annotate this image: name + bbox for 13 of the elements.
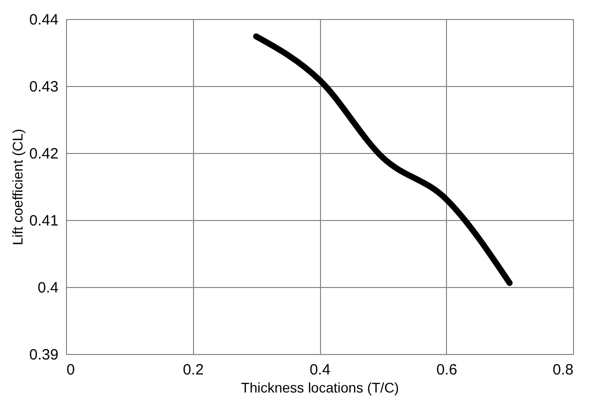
x-tick-label: 0 [66,362,75,378]
y-tick-label: 0.44 [29,12,58,28]
x-tick-label: 0.8 [552,362,574,378]
y-tick-label: 0.42 [29,146,58,162]
y-tick-label: 0.41 [29,212,58,230]
y-axis-title: Lift coefficient (CL) [9,128,26,246]
x-tick-label: 0.4 [310,362,330,378]
y-tick-label: 0.4 [38,280,58,296]
x-tick-label: 0.6 [436,362,458,378]
y-tick-label: 0.39 [29,346,58,364]
y-tick-label: 0.43 [29,78,58,96]
x-axis-title: Thickness locations (T/C) [241,380,399,396]
x-tick-label: 0.2 [182,362,204,378]
